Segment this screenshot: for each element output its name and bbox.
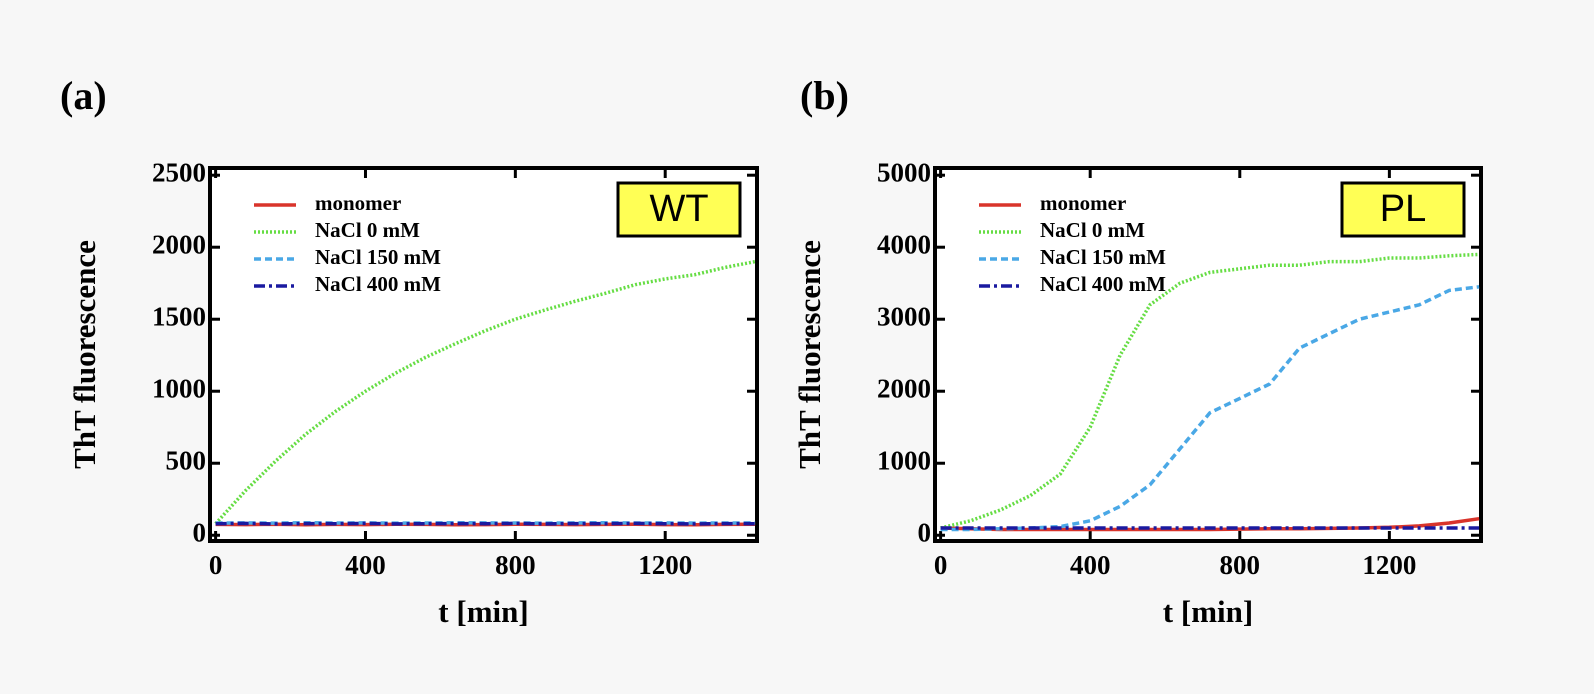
y-tick-label: 2500 [152,157,206,187]
x-tick-label: 0 [209,550,223,580]
badge-box [1340,181,1466,238]
y-tick-label: 500 [166,445,207,475]
legend-label: NaCl 400 mM [315,272,441,296]
y-tick-label: 3000 [877,301,931,331]
y-tick-label: 2000 [877,373,931,403]
series-line [940,252,1480,530]
x-tick-label: 1200 [638,550,692,580]
x-tick-label: 800 [1220,550,1261,580]
y-tick-label: 1000 [877,445,931,475]
x-tick-label: 800 [495,550,536,580]
x-axis-label: t [min] [438,594,528,629]
x-tick-label: 1200 [1362,550,1416,580]
badge-label: PL [1380,188,1426,230]
legend-label: monomer [315,191,401,215]
x-axis-label: t [min] [1163,594,1253,629]
y-axis-label: ThT fluorescence [67,240,102,469]
badge-label: WT [649,188,708,230]
series-line [215,521,756,526]
panel-label: (b) [800,73,849,118]
legend-label: NaCl 0 mM [1040,218,1145,242]
x-tick-label: 0 [934,550,948,580]
x-tick-label: 400 [1070,550,1111,580]
legend-label: NaCl 150 mM [315,245,441,269]
y-tick-label: 4000 [877,229,931,259]
legend-label: NaCl 400 mM [1040,272,1166,296]
legend-label: monomer [1040,191,1126,215]
y-tick-label: 1000 [152,373,206,403]
y-tick-label: 5000 [877,157,931,187]
legend-label: NaCl 150 mM [1040,245,1166,269]
y-tick-label: 0 [193,517,207,547]
y-tick-label: 0 [918,517,932,547]
legend-label: NaCl 0 mM [315,218,420,242]
y-axis-label: ThT fluorescence [792,240,827,469]
x-tick-label: 400 [345,550,386,580]
badge-box [616,181,742,238]
y-tick-label: 1500 [152,301,206,331]
y-tick-label: 2000 [152,229,206,259]
panel-label: (a) [60,73,107,118]
